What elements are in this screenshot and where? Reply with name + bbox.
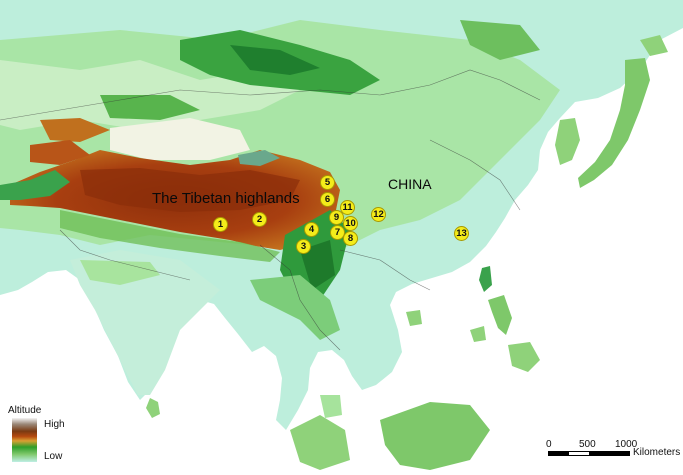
site-marker-6: 6 [320, 192, 335, 207]
site-marker-3: 3 [296, 239, 311, 254]
legend-high-label: High [44, 419, 65, 430]
altitude-color-ramp [12, 418, 37, 462]
site-marker-12: 12 [371, 207, 386, 222]
site-marker-4: 4 [304, 222, 319, 237]
site-marker-8: 8 [343, 231, 358, 246]
scale-unit: Kilometers [633, 447, 681, 458]
site-marker-10: 10 [343, 216, 358, 231]
site-marker-2: 2 [252, 212, 267, 227]
scale-bar [548, 451, 630, 456]
site-marker-7: 7 [330, 225, 345, 240]
legend-low-label: Low [44, 451, 63, 462]
site-marker-13: 13 [454, 226, 469, 241]
china-label: CHINA [388, 176, 432, 192]
site-marker-5: 5 [320, 175, 335, 190]
site-marker-11: 11 [340, 200, 355, 215]
scale-tick-0: 0 [546, 439, 552, 450]
site-marker-9: 9 [329, 210, 344, 225]
site-marker-1: 1 [213, 217, 228, 232]
legend-title: Altitude [8, 405, 42, 416]
scale-tick-500: 500 [579, 439, 596, 450]
scale-tick-1000: 1000 [615, 439, 638, 450]
tibetan-highlands-label: The Tibetan highlands [152, 190, 300, 207]
